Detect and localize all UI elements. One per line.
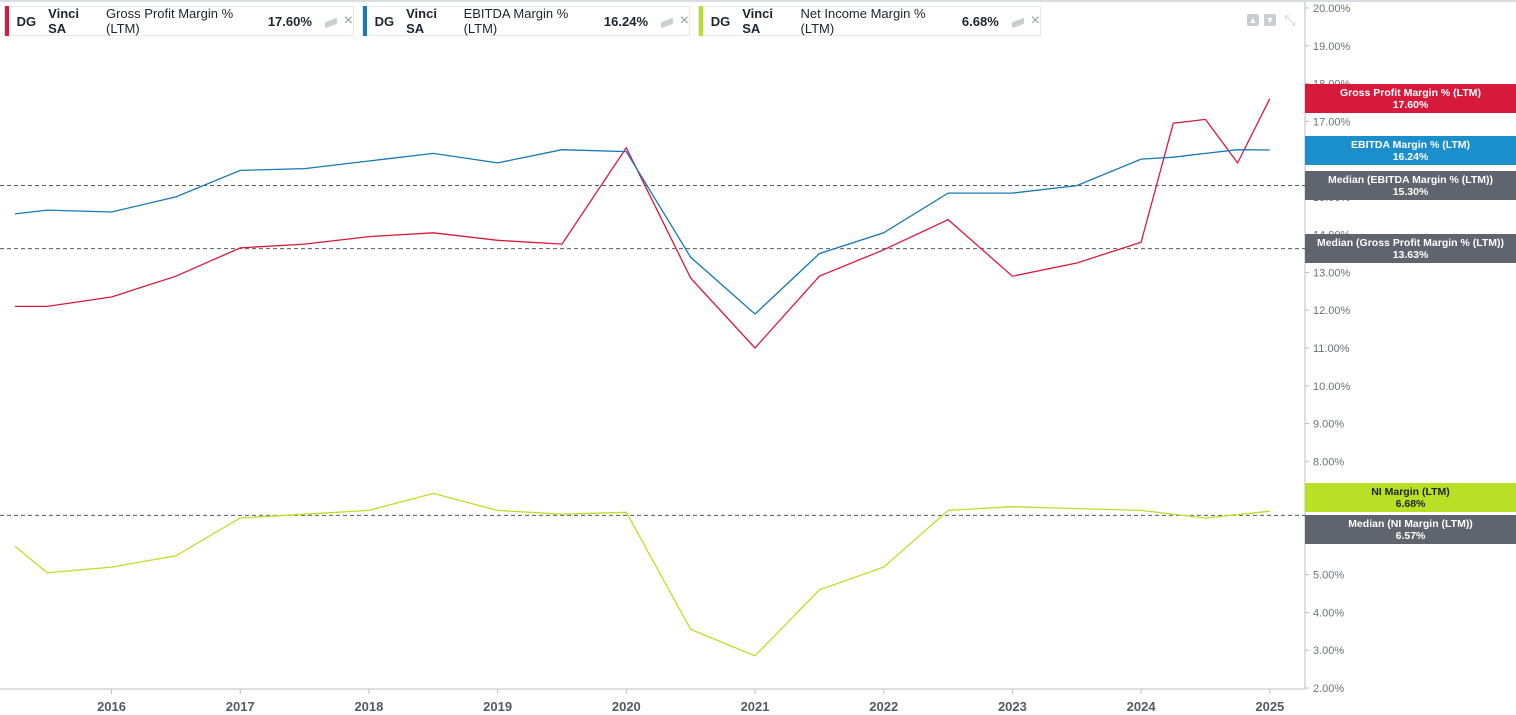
value-tag-value: 13.63% bbox=[1393, 249, 1429, 261]
legend-ticker: DG bbox=[374, 13, 395, 29]
x-tick-label: 2019 bbox=[483, 699, 512, 714]
close-icon[interactable]: × bbox=[1030, 12, 1040, 29]
collapse-icon[interactable]: ⤡ bbox=[1284, 12, 1296, 28]
legend-metric: Net Income Margin % (LTM) bbox=[800, 6, 926, 36]
series-line bbox=[14, 492, 1270, 657]
legend-chip-net-income[interactable]: DG Vinci SA Net Income Margin % (LTM) 6.… bbox=[698, 6, 1041, 36]
close-icon[interactable]: × bbox=[679, 12, 690, 29]
legend-metric: EBITDA Margin % (LTM) bbox=[463, 6, 569, 36]
legend-company: Vinci SA bbox=[742, 6, 774, 36]
x-tick-label: 2020 bbox=[612, 699, 641, 714]
y-tick-label: 9.00% bbox=[1313, 419, 1344, 431]
value-tag-value: 16.24% bbox=[1393, 151, 1429, 163]
series-line bbox=[15, 98, 1271, 349]
close-icon[interactable]: × bbox=[343, 12, 353, 29]
value-tag bbox=[1305, 136, 1516, 165]
value-tag bbox=[1305, 171, 1516, 200]
value-tag bbox=[1305, 515, 1516, 544]
value-tag-value: 15.30% bbox=[1393, 186, 1429, 198]
value-tag-value: 6.68% bbox=[1396, 498, 1426, 510]
y-tick-label: 3.00% bbox=[1313, 645, 1344, 657]
x-tick-label: 2017 bbox=[226, 699, 255, 714]
legend-color-stripe bbox=[363, 6, 367, 36]
value-tag bbox=[1305, 84, 1516, 113]
x-tick-label: 2022 bbox=[869, 699, 898, 714]
value-tag bbox=[1305, 483, 1516, 512]
y-tick-label: 2.00% bbox=[1313, 683, 1344, 695]
x-tick-label: 2024 bbox=[1127, 699, 1157, 714]
legend-value: 16.24% bbox=[603, 13, 649, 29]
top-border bbox=[0, 0, 1516, 2]
legend-company: Vinci SA bbox=[48, 6, 79, 36]
y-tick-label: 11.00% bbox=[1313, 343, 1350, 355]
value-tag-value: 17.60% bbox=[1393, 99, 1429, 111]
paint-bucket-icon[interactable] bbox=[324, 14, 337, 28]
x-tick-label: 2021 bbox=[741, 699, 770, 714]
legend-ticker: DG bbox=[16, 13, 37, 29]
series-line bbox=[14, 149, 1270, 315]
y-tick-label: 17.00% bbox=[1313, 116, 1351, 128]
x-tick-label: 2025 bbox=[1255, 699, 1284, 714]
value-tag-label: Gross Profit Margin % (LTM) bbox=[1340, 87, 1481, 99]
value-tag-label: EBITDA Margin % (LTM) bbox=[1351, 139, 1470, 151]
legend-color-stripe bbox=[5, 6, 9, 36]
value-tag-value: 6.57% bbox=[1396, 530, 1426, 542]
value-tag-label: Median (EBITDA Margin % (LTM)) bbox=[1328, 174, 1493, 186]
legend-company: Vinci SA bbox=[406, 6, 437, 36]
value-tag-label: Median (NI Margin (LTM)) bbox=[1348, 518, 1473, 530]
y-tick-label: 8.00% bbox=[1313, 456, 1344, 468]
y-tick-label: 12.00% bbox=[1313, 305, 1351, 317]
y-tick-label: 19.00% bbox=[1313, 41, 1351, 53]
legend-chip-ebitda[interactable]: DG Vinci SA EBITDA Margin % (LTM) 16.24%… bbox=[362, 6, 690, 36]
paint-bucket-icon[interactable] bbox=[1011, 14, 1024, 28]
y-tick-label: 5.00% bbox=[1313, 570, 1344, 582]
x-tick-label: 2018 bbox=[354, 699, 383, 714]
y-tick-label: 20.00% bbox=[1313, 3, 1351, 15]
x-tick-label: 2023 bbox=[998, 699, 1027, 714]
y-tick-label: 10.00% bbox=[1313, 381, 1351, 393]
x-tick-label: 2016 bbox=[97, 699, 126, 714]
value-tag-label: NI Margin (LTM) bbox=[1371, 486, 1450, 498]
legend-ticker: DG bbox=[710, 13, 731, 29]
legend-metric: Gross Profit Margin % (LTM) bbox=[105, 6, 234, 36]
legend-value: 6.68% bbox=[961, 13, 999, 29]
arrow-down-icon[interactable]: ▼ bbox=[1264, 14, 1276, 26]
legend-value: 17.60% bbox=[267, 13, 312, 29]
y-tick-label: 13.00% bbox=[1313, 267, 1351, 279]
legend-color-stripe bbox=[699, 6, 703, 36]
legend-chip-gross-profit[interactable]: DG Vinci SA Gross Profit Margin % (LTM) … bbox=[4, 6, 354, 36]
arrow-up-icon[interactable]: ▲ bbox=[1247, 14, 1259, 26]
value-tag bbox=[1305, 234, 1516, 263]
y-tick-label: 4.00% bbox=[1313, 607, 1344, 619]
value-tag-label: Median (Gross Profit Margin % (LTM)) bbox=[1317, 237, 1504, 249]
paint-bucket-icon[interactable] bbox=[660, 14, 673, 28]
